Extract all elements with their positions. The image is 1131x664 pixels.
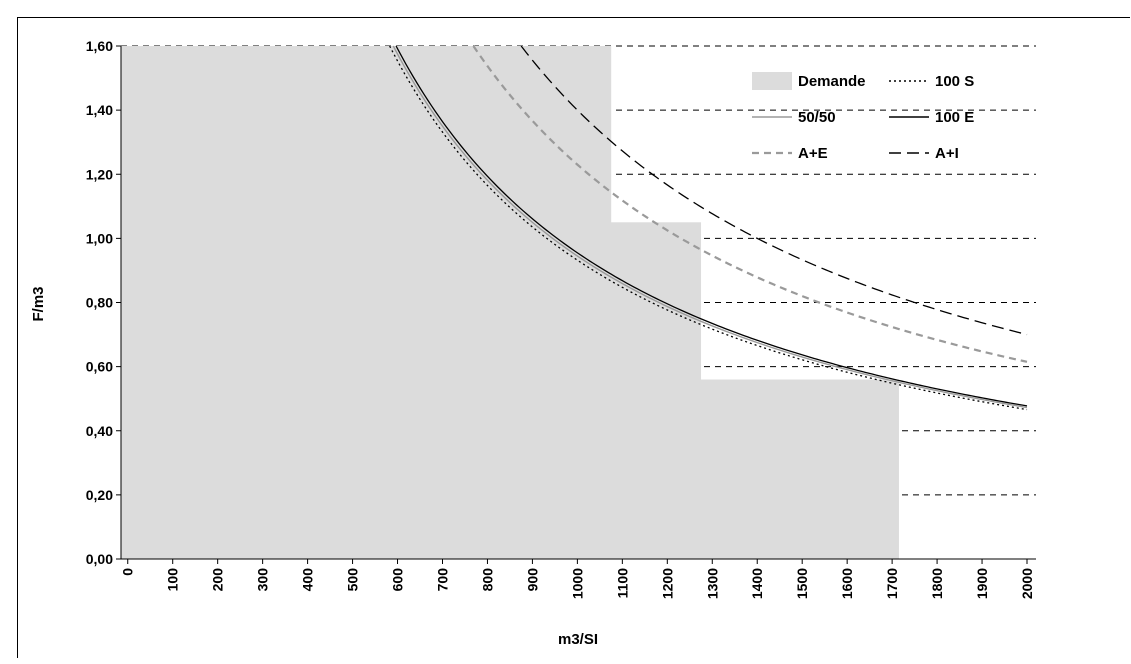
x-tick-label: 1600 <box>839 568 855 599</box>
x-tick-label: 1900 <box>974 568 990 599</box>
x-tick-label: 1700 <box>884 568 900 599</box>
y-tick-label: 1,20 <box>86 166 113 182</box>
x-tick-label: 1500 <box>794 568 810 599</box>
x-tick-label: 0 <box>120 568 136 576</box>
x-tick-label: 1300 <box>704 568 720 599</box>
legend-label: Demande <box>798 73 866 90</box>
x-tick-label: 600 <box>390 568 406 592</box>
demand-area-overlay <box>121 46 899 559</box>
x-axis-label: m3/SI <box>558 631 598 648</box>
x-tick-label: 700 <box>434 568 450 592</box>
y-tick-label: 0,60 <box>86 359 113 375</box>
series-line-50-50 <box>392 45 1028 409</box>
x-tick-label: 200 <box>210 568 226 592</box>
y-tick-label: 1,00 <box>86 230 113 246</box>
y-tick-label: 0,00 <box>86 551 113 567</box>
x-tick-label: 2000 <box>1019 568 1035 599</box>
legend-label: 100 S <box>935 73 974 90</box>
legend-label: A+I <box>935 145 959 162</box>
legend: Demande 100 S 50/50 100 E A+E A+I <box>752 72 974 162</box>
axes-group: 0,00 0,20 0,40 0,60 0,80 1,00 1,20 1,40 1,60 0 100… <box>86 38 1036 599</box>
series-line-100-e <box>395 45 1028 407</box>
legend-swatch <box>752 72 792 90</box>
x-tick-label: 400 <box>300 568 316 592</box>
x-tick-label: 1800 <box>929 568 945 599</box>
y-axis-label: F/m3 <box>30 286 47 321</box>
x-tick-label: 1100 <box>614 568 630 599</box>
x-tick-label: 300 <box>255 568 271 592</box>
series-line-100-s <box>389 45 1028 411</box>
legend-label: 50/50 <box>798 109 836 126</box>
y-tick-label: 1,60 <box>86 38 113 54</box>
series-line-a-e <box>472 45 1028 363</box>
y-tick-label: 0,40 <box>86 423 113 439</box>
x-tick-label: 900 <box>524 568 540 592</box>
x-tick-label: 100 <box>165 568 181 592</box>
y-tick-label: 0,80 <box>86 295 113 311</box>
series-group <box>389 45 1028 411</box>
x-tick-label: 1000 <box>569 568 585 599</box>
x-tick-label: 1200 <box>659 568 675 599</box>
legend-label: A+E <box>798 145 828 162</box>
grid-group <box>121 45 1036 559</box>
x-tick-label: 800 <box>479 568 495 592</box>
chart-frame <box>17 17 1130 658</box>
series-line-a-i <box>520 45 1028 336</box>
y-tick-label: 0,20 <box>86 487 113 503</box>
legend-label: 100 E <box>935 109 974 126</box>
x-tick-label: 500 <box>345 568 361 592</box>
y-tick-label: 1,40 <box>86 102 113 118</box>
x-tick-label: 1400 <box>749 568 765 599</box>
